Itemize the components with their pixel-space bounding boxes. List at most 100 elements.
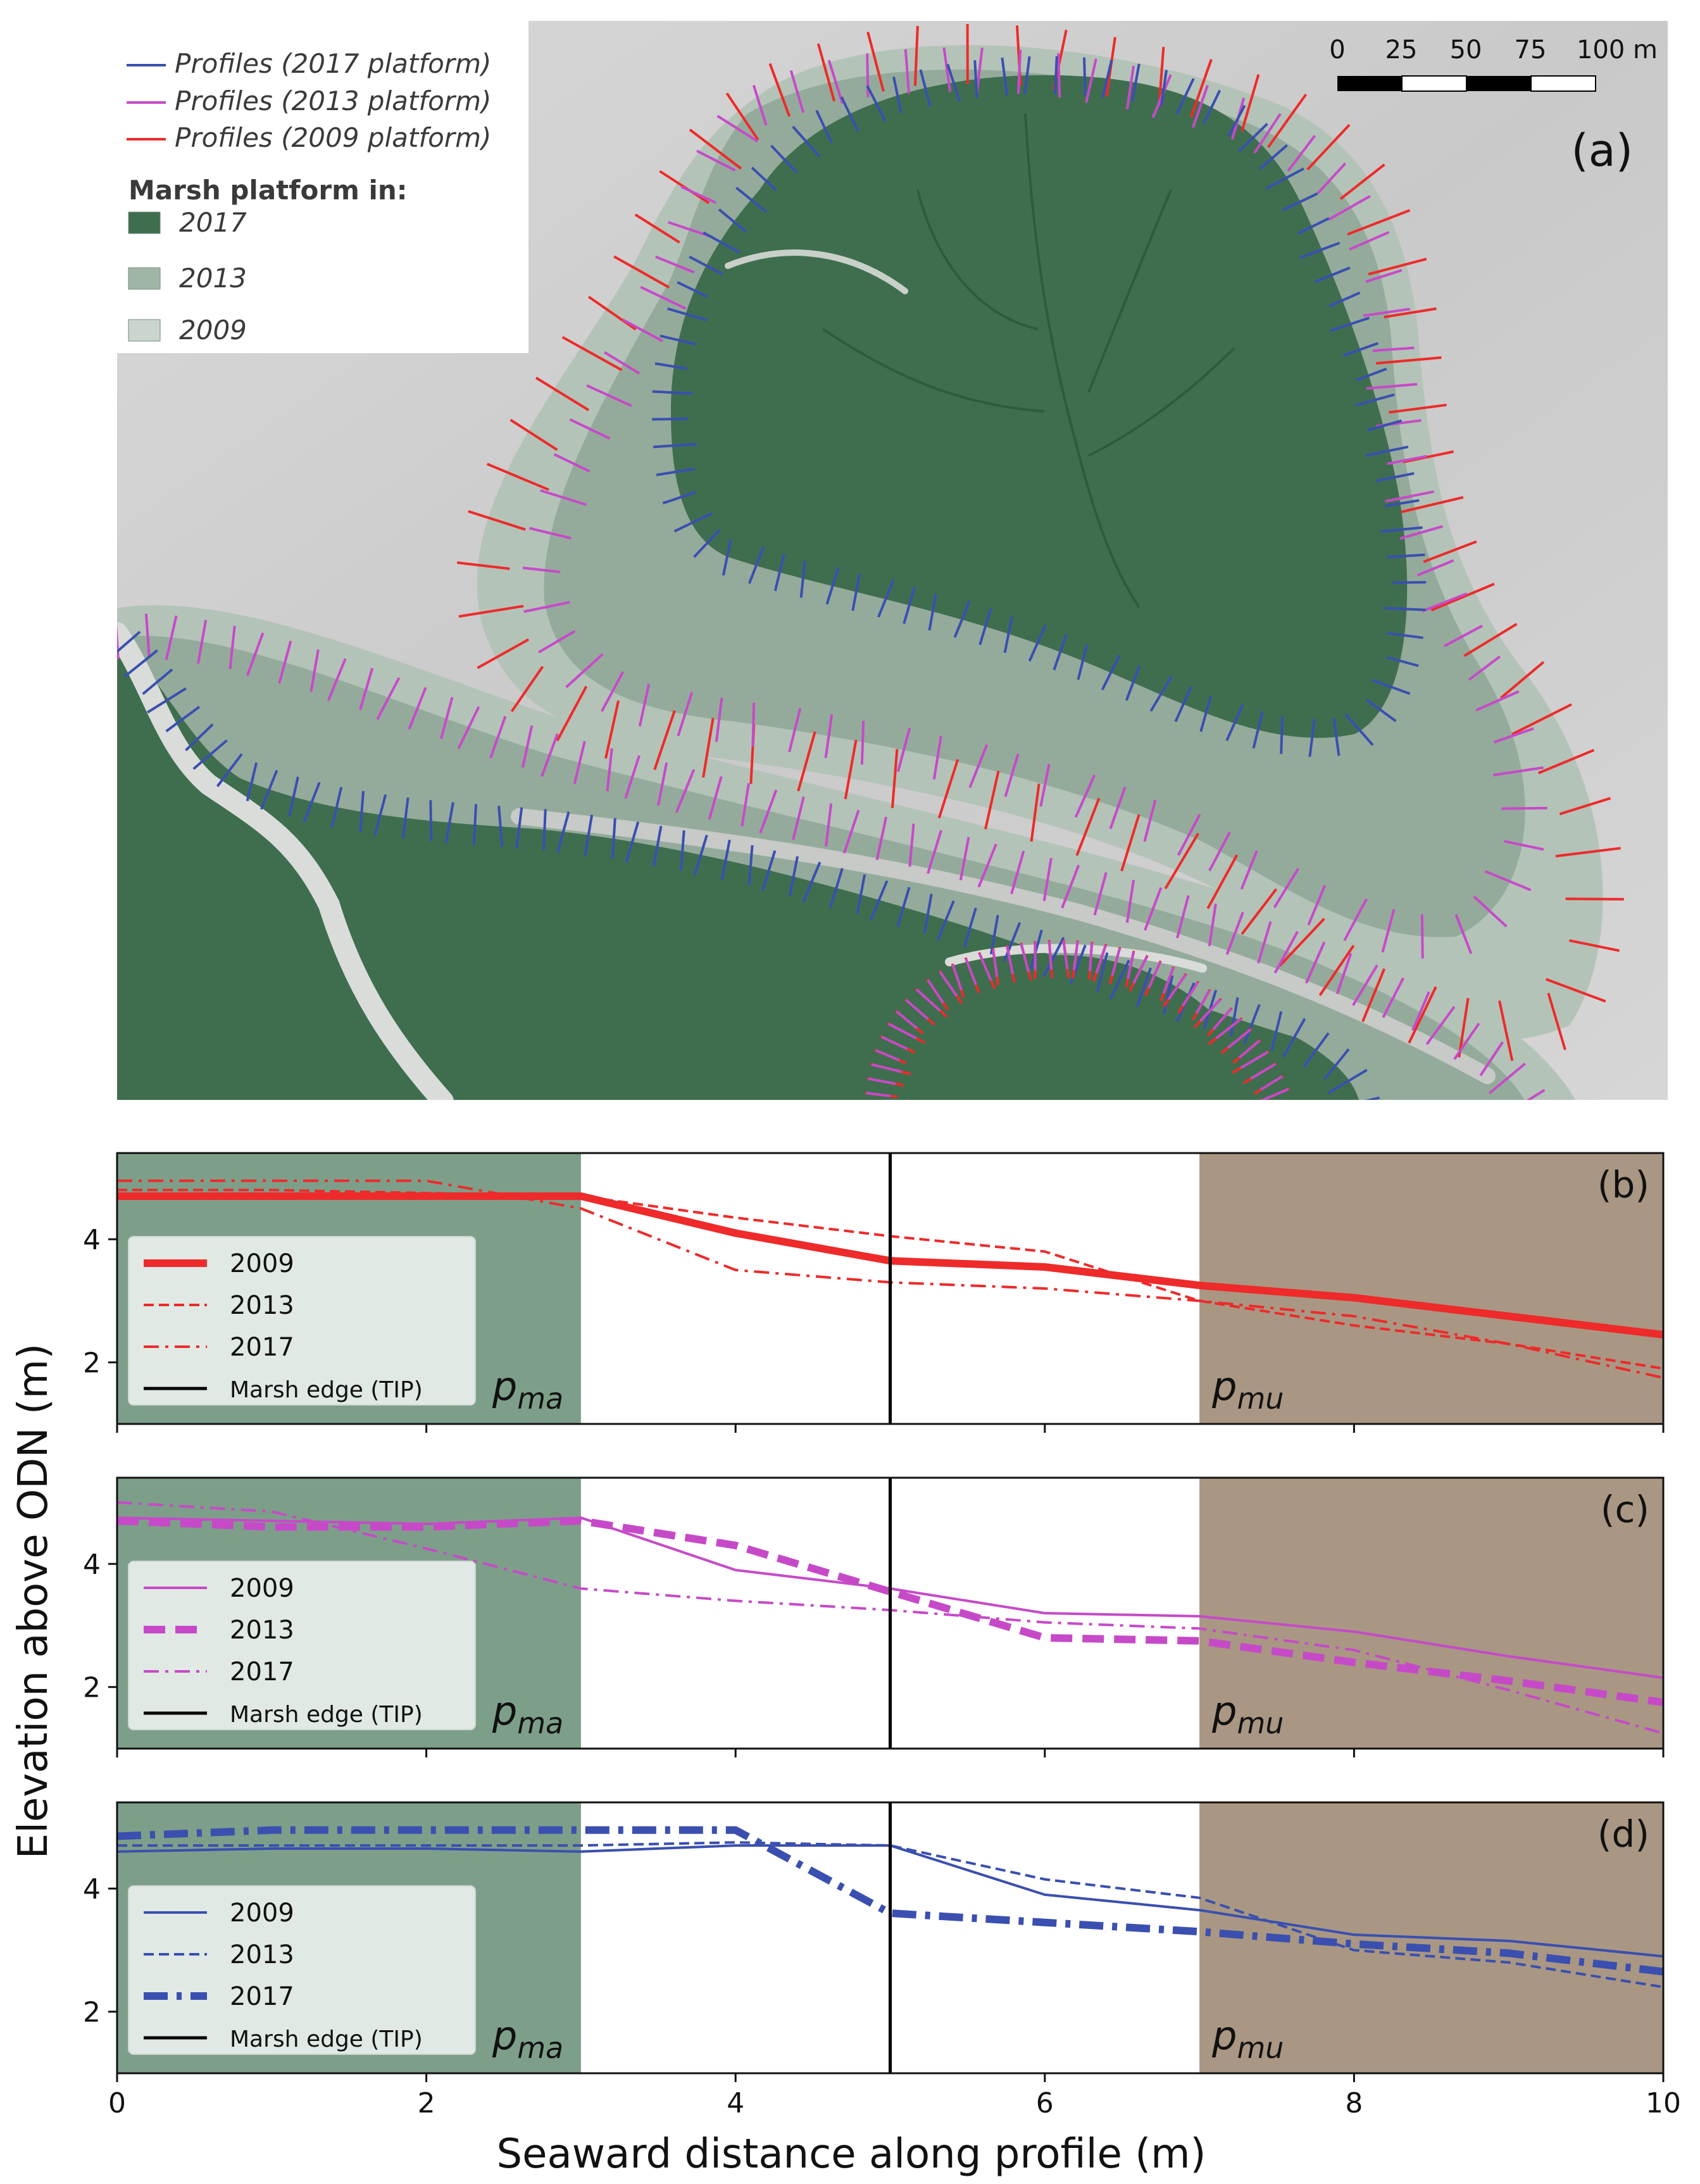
profile-tick-2017	[1028, 625, 1047, 662]
profile-tick-2009	[486, 463, 549, 491]
x-axis-label: Seaward distance along profile (m)	[497, 2131, 1206, 2178]
profile-tick-2017	[1101, 59, 1113, 98]
profile-tick-2013	[827, 59, 844, 104]
profile-tick-2013	[1305, 941, 1326, 984]
profile-tick-2017	[497, 806, 504, 847]
profile-tick-2017	[761, 850, 777, 891]
profile-tick-2013	[1416, 559, 1454, 577]
profile-tick-2013	[1095, 944, 1108, 974]
profile-tick-2013	[825, 803, 833, 847]
profile-tick-2013	[1257, 921, 1272, 964]
profile-tick-2017	[625, 821, 640, 863]
profile-tick-2013	[905, 999, 929, 1020]
profile-tick-2013	[1382, 977, 1404, 1018]
profile-tick-2013	[1420, 914, 1424, 959]
profile-tick-2017	[877, 580, 895, 618]
profile-tick-2009	[588, 296, 637, 331]
profile-tick-2017	[654, 362, 687, 370]
profile-tick-2017	[142, 668, 173, 696]
profile-tick-2017	[718, 208, 747, 234]
profile-tick-2009	[768, 63, 791, 117]
profile-tick-2009	[1388, 403, 1447, 414]
profile-tick-2013	[968, 744, 989, 789]
y-tick-label: 2	[83, 1997, 101, 2029]
legend-label-2017: 2017	[230, 1333, 294, 1362]
profile-tick-2013	[1422, 592, 1468, 613]
profile-tick-2013	[457, 706, 480, 749]
profile-tick-2013	[1526, 1089, 1546, 1100]
profile-tick-2017	[1384, 606, 1426, 611]
profile-tick-2017	[117, 630, 141, 654]
profile-tick-2017	[1282, 1018, 1306, 1058]
profile-tick-2017	[840, 96, 859, 132]
profile-tick-2013	[569, 418, 611, 440]
profile-tick-2013	[657, 762, 668, 806]
profile-tick-2013	[1208, 831, 1231, 871]
x-tick-label: 4	[727, 2087, 744, 2119]
profile-tick-2013	[1227, 1028, 1252, 1049]
legend-platform-2017-swatch	[128, 211, 161, 234]
profile-tick-2009	[613, 255, 670, 289]
profile-tick-2009	[1458, 997, 1470, 1058]
legend-label-2017: 2017	[230, 1657, 294, 1687]
profile-tick-2009	[1318, 944, 1355, 996]
profile-tick-2013	[376, 677, 401, 720]
region-p-mu	[1199, 1478, 1663, 1749]
profile-tick-2017	[802, 861, 822, 902]
profile-tick-2017	[928, 593, 937, 631]
profile-tick-2009	[1075, 797, 1101, 856]
profile-tick-2017	[1202, 89, 1222, 125]
region-label-pma: pma	[492, 2012, 563, 2065]
profile-tick-2009	[689, 128, 742, 170]
profile-tick-2017	[673, 511, 713, 533]
profile-tick-2013	[1039, 763, 1051, 807]
panel-label: (d)	[1597, 1813, 1649, 1856]
profile-tick-2017	[1259, 144, 1288, 170]
profile-tick-2017	[652, 417, 688, 421]
region-label-pma: pma	[492, 1363, 563, 1416]
profile-tick-2013	[992, 949, 999, 977]
profile-tick-2013	[1062, 940, 1069, 970]
profile-tick-2009	[937, 759, 959, 819]
profile-tick-2013	[1454, 914, 1473, 954]
profile-tick-2017	[720, 839, 731, 881]
profile-tick-2017	[1023, 56, 1031, 95]
profile-tick-2013	[1468, 655, 1501, 681]
profile-tick-2009	[604, 700, 620, 759]
legend-profile-2013-label: Profiles (2013 platform)	[175, 85, 491, 116]
profile-tick-2017	[869, 880, 889, 921]
profile-tick-2009	[1206, 854, 1239, 909]
chart-legend-box	[128, 1885, 476, 2055]
profile-tick-2017	[963, 908, 977, 948]
profile-tick-2013	[1501, 806, 1547, 810]
profile-tick-2013	[868, 1077, 896, 1085]
legend-label-2017: 2017	[230, 1982, 294, 2011]
profile-tick-2009	[1430, 582, 1495, 612]
profile-tick-2013	[165, 615, 178, 660]
platform-2017-area-north	[671, 75, 1408, 738]
chart-legend-box	[128, 1236, 476, 1406]
profile-tick-2017	[1344, 713, 1374, 746]
profile-tick-2013	[975, 47, 984, 92]
scale-tick-25: 25	[1385, 35, 1418, 65]
profile-tick-2009	[1511, 703, 1572, 735]
profile-tick-2017	[751, 166, 778, 192]
profile-tick-2013	[675, 769, 696, 813]
profile-tick-2013	[908, 823, 915, 867]
profile-tick-2017	[677, 281, 709, 298]
legend-profile-2017-label: Profiles (2017 platform)	[175, 48, 491, 79]
profile-tick-2009	[509, 418, 558, 451]
profile-tick-2013	[1240, 850, 1258, 890]
profile-tick-2017	[973, 60, 978, 98]
profile-tick-2013	[1195, 989, 1211, 1014]
profile-tick-2013	[1307, 884, 1327, 926]
profile-tick-2013	[1191, 85, 1209, 128]
profile-tick-2013	[1147, 961, 1162, 989]
profile-tick-2017	[1053, 56, 1058, 94]
y-tick-label: 4	[83, 1549, 101, 1581]
profile-tick-2017	[359, 791, 365, 832]
profile-tick-2017	[1001, 57, 1009, 96]
profile-tick-2013	[696, 149, 736, 172]
profile-tick-2013	[1273, 868, 1299, 909]
profile-tick-2013	[603, 351, 641, 375]
